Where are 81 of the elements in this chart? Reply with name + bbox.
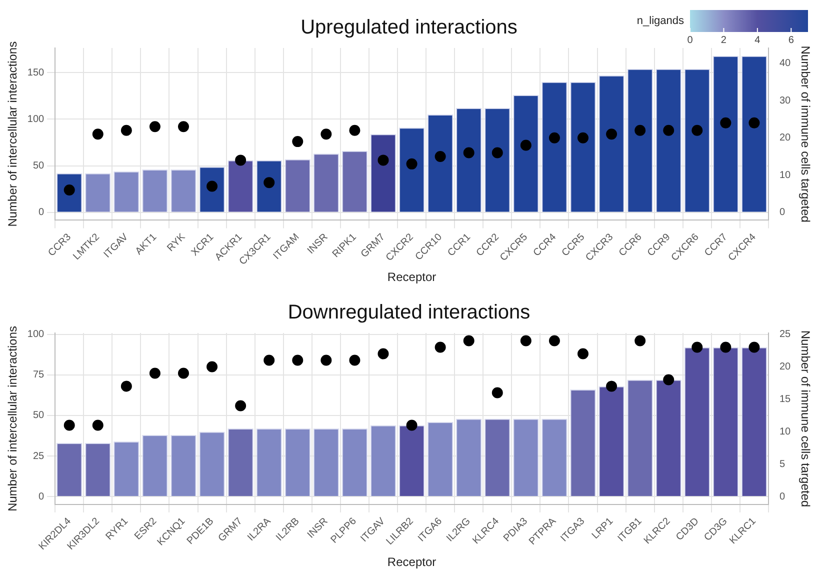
point <box>92 420 104 431</box>
x-axis-title: Receptor <box>387 555 436 570</box>
y-tick-label: 100 <box>27 114 45 125</box>
point <box>548 132 560 144</box>
point <box>378 348 389 360</box>
y2-tick-label: 40 <box>779 58 792 70</box>
point <box>149 121 160 132</box>
point <box>264 354 275 366</box>
point <box>577 132 588 144</box>
y-tick-label: 100 <box>27 329 45 340</box>
point <box>520 140 532 151</box>
point <box>720 117 732 128</box>
y2-axis-title: Number of immune cells targeted <box>798 330 812 508</box>
point <box>120 124 132 136</box>
y2-tick-label: 15 <box>779 394 792 405</box>
y2-tick-label: 0 <box>779 207 786 218</box>
point <box>92 128 104 140</box>
point <box>406 420 418 431</box>
y-tick-label: 150 <box>27 67 45 78</box>
point <box>663 374 674 386</box>
color-bar-label: 6 <box>788 34 794 46</box>
color-bar-title: n_ligands <box>636 15 684 28</box>
point <box>577 348 588 360</box>
point <box>720 342 732 353</box>
point <box>692 342 703 353</box>
point <box>634 124 646 136</box>
y-tick-label: 50 <box>32 160 45 172</box>
point <box>434 150 446 162</box>
y-tick-label: 75 <box>32 370 45 381</box>
point <box>606 128 618 140</box>
color-bar-label: 4 <box>754 34 761 46</box>
chart-title: Upregulated interactions <box>300 16 518 39</box>
y2-tick-label: 5 <box>779 458 786 470</box>
y-axis-title: Number of intercellular interactions <box>6 326 20 512</box>
point <box>349 354 360 366</box>
point <box>264 177 275 188</box>
point <box>378 154 389 166</box>
point <box>434 342 446 353</box>
point <box>320 128 332 140</box>
y2-tick-label: 25 <box>779 329 792 340</box>
y2-tick-label: 10 <box>779 170 792 181</box>
y-tick-label: 0 <box>38 491 45 502</box>
point <box>235 400 246 412</box>
y-tick-label: 50 <box>32 410 45 422</box>
point <box>178 121 189 132</box>
color-bar-label: 2 <box>720 34 727 46</box>
point <box>149 368 160 379</box>
y-axis-title: Number of intercellular interactions <box>6 41 20 227</box>
chart-title: Downregulated interactions <box>288 302 530 324</box>
point <box>463 335 474 346</box>
point <box>292 136 304 148</box>
y2-axis-title: Number of immune cells targeted <box>798 46 812 222</box>
point <box>64 420 75 431</box>
point <box>634 335 646 346</box>
point <box>178 368 189 379</box>
point <box>320 354 332 366</box>
point <box>292 354 304 366</box>
point <box>748 117 760 128</box>
y2-tick-label: 10 <box>779 426 792 438</box>
point <box>406 158 418 170</box>
point <box>606 380 618 392</box>
y2-tick-label: 0 <box>779 491 786 502</box>
point <box>492 387 503 398</box>
y-tick-label: 0 <box>38 207 45 218</box>
color-bar-label: 0 <box>687 34 694 46</box>
point <box>663 124 674 136</box>
point <box>349 124 360 136</box>
y2-tick-label: 20 <box>779 132 792 144</box>
point <box>692 124 703 136</box>
point <box>463 147 474 158</box>
point <box>548 335 560 346</box>
y-tick-label: 25 <box>32 450 45 462</box>
x-axis-title: Receptor <box>387 270 436 284</box>
point <box>492 147 503 158</box>
y2-tick-label: 20 <box>779 362 792 373</box>
point <box>235 154 246 166</box>
y2-tick-label: 30 <box>779 95 792 106</box>
point <box>748 342 760 353</box>
point <box>520 335 532 346</box>
point <box>120 380 132 392</box>
point <box>206 361 218 372</box>
